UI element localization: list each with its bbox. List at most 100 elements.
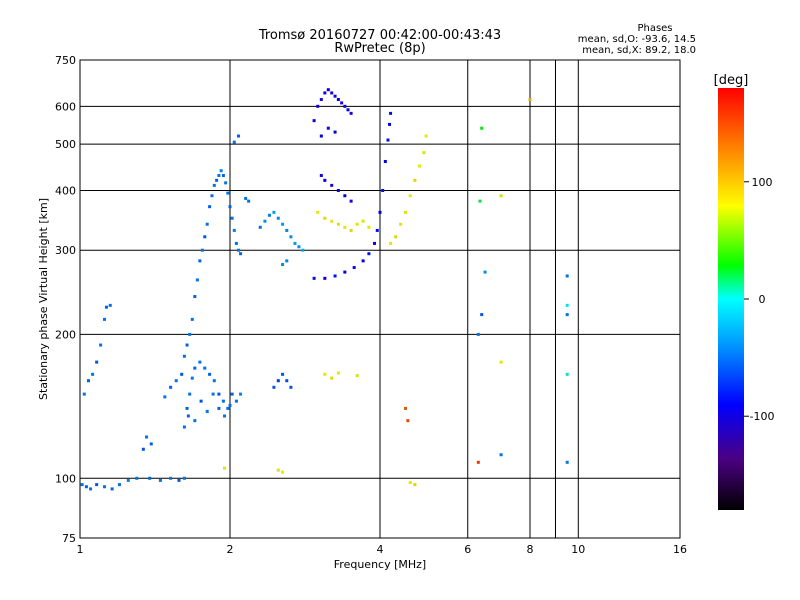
echo-point [205, 409, 209, 413]
echo-point [386, 138, 390, 142]
echo-point [319, 173, 323, 177]
echo-point [272, 385, 276, 389]
echo-point [212, 183, 216, 187]
echo-point [230, 216, 234, 220]
echo-point [480, 313, 484, 317]
echo-point [236, 248, 240, 252]
x-tick-label: 1 [77, 543, 84, 556]
echo-point [340, 101, 344, 105]
echo-point [476, 460, 480, 464]
echo-point [169, 476, 173, 480]
echo-point [104, 305, 108, 309]
y-tick-label: 75 [62, 532, 76, 545]
y-tick-label: 500 [55, 138, 76, 151]
echo-point [383, 159, 387, 163]
echo-point [499, 360, 503, 364]
colorbar: [deg] 100 0 -100 [714, 73, 774, 510]
echo-point [528, 98, 532, 102]
echo-point [343, 270, 347, 274]
chart-title: Tromsø 20160727 00:42:00-00:43:43 [258, 28, 501, 43]
echo-point [80, 483, 84, 487]
grid-lines [80, 60, 680, 538]
echo-point [389, 241, 393, 245]
echo-point [228, 205, 232, 209]
echo-point [326, 126, 330, 130]
echo-point [234, 399, 238, 403]
echo-point [190, 376, 194, 380]
echo-point [565, 460, 569, 464]
echo-point [336, 222, 340, 226]
echo-point [158, 478, 162, 482]
echo-point [276, 468, 280, 472]
colorbar-tick-label: 0 [759, 293, 766, 306]
echo-point [110, 487, 114, 491]
echo-point [199, 399, 203, 403]
echo-point [499, 194, 503, 198]
echo-point [349, 228, 353, 232]
echo-point [333, 274, 337, 278]
echo-point [239, 252, 243, 256]
echo-point [185, 406, 189, 410]
y-tick-label: 100 [55, 472, 76, 485]
x-tick-label: 8 [527, 543, 534, 556]
echo-point [330, 91, 334, 95]
stats-heading: Phases [637, 23, 672, 34]
x-axis: 1 2 4 6 8 10 16 [77, 543, 688, 556]
echo-point [258, 225, 262, 229]
echo-point [424, 134, 428, 138]
echo-point [378, 210, 382, 214]
echo-point [289, 235, 293, 239]
colorbar-gradient [718, 88, 744, 510]
echo-point [478, 199, 482, 203]
echo-point [319, 98, 323, 102]
echo-point [361, 259, 365, 263]
echo-point [355, 374, 359, 378]
echo-point [221, 399, 225, 403]
echo-point [333, 130, 337, 134]
echo-point [343, 194, 347, 198]
echo-point [234, 241, 238, 245]
echo-point [149, 442, 153, 446]
y-axis-label: Stationary phase Virtual Height [km] [37, 198, 50, 400]
echo-point [417, 164, 421, 168]
echo-point [408, 194, 412, 198]
colorbar-tick-label: 100 [752, 176, 773, 189]
y-tick-label: 200 [55, 328, 76, 341]
echo-point [177, 478, 181, 482]
echo-point [343, 104, 347, 108]
echo-point [198, 360, 202, 364]
echo-point [190, 317, 194, 321]
echo-point [565, 303, 569, 307]
echo-point [217, 173, 221, 177]
echo-point [330, 376, 334, 380]
echo-point [215, 178, 219, 182]
echo-point [185, 343, 189, 347]
echo-point [200, 248, 204, 252]
echo-point [212, 379, 216, 383]
echo-point [91, 372, 95, 376]
echo-point [226, 406, 230, 410]
echo-point [135, 476, 139, 480]
echo-point [388, 122, 392, 126]
echo-point [394, 235, 398, 239]
echo-point [336, 98, 340, 102]
echo-point [316, 104, 320, 108]
echo-point [565, 274, 569, 278]
echo-point [228, 403, 232, 407]
echo-point [230, 392, 234, 396]
echo-point [267, 213, 271, 217]
echo-point [180, 372, 184, 376]
echo-point [210, 194, 214, 198]
echo-point [301, 248, 305, 252]
echo-point [208, 205, 212, 209]
echo-point [565, 313, 569, 317]
echo-point [285, 259, 289, 263]
echo-point [367, 252, 371, 256]
echo-point [244, 196, 248, 200]
echo-point [483, 270, 487, 274]
echo-point [297, 245, 301, 249]
echo-point [346, 108, 350, 112]
echo-point [316, 210, 320, 214]
echo-point [276, 216, 280, 220]
echo-point [499, 453, 503, 457]
